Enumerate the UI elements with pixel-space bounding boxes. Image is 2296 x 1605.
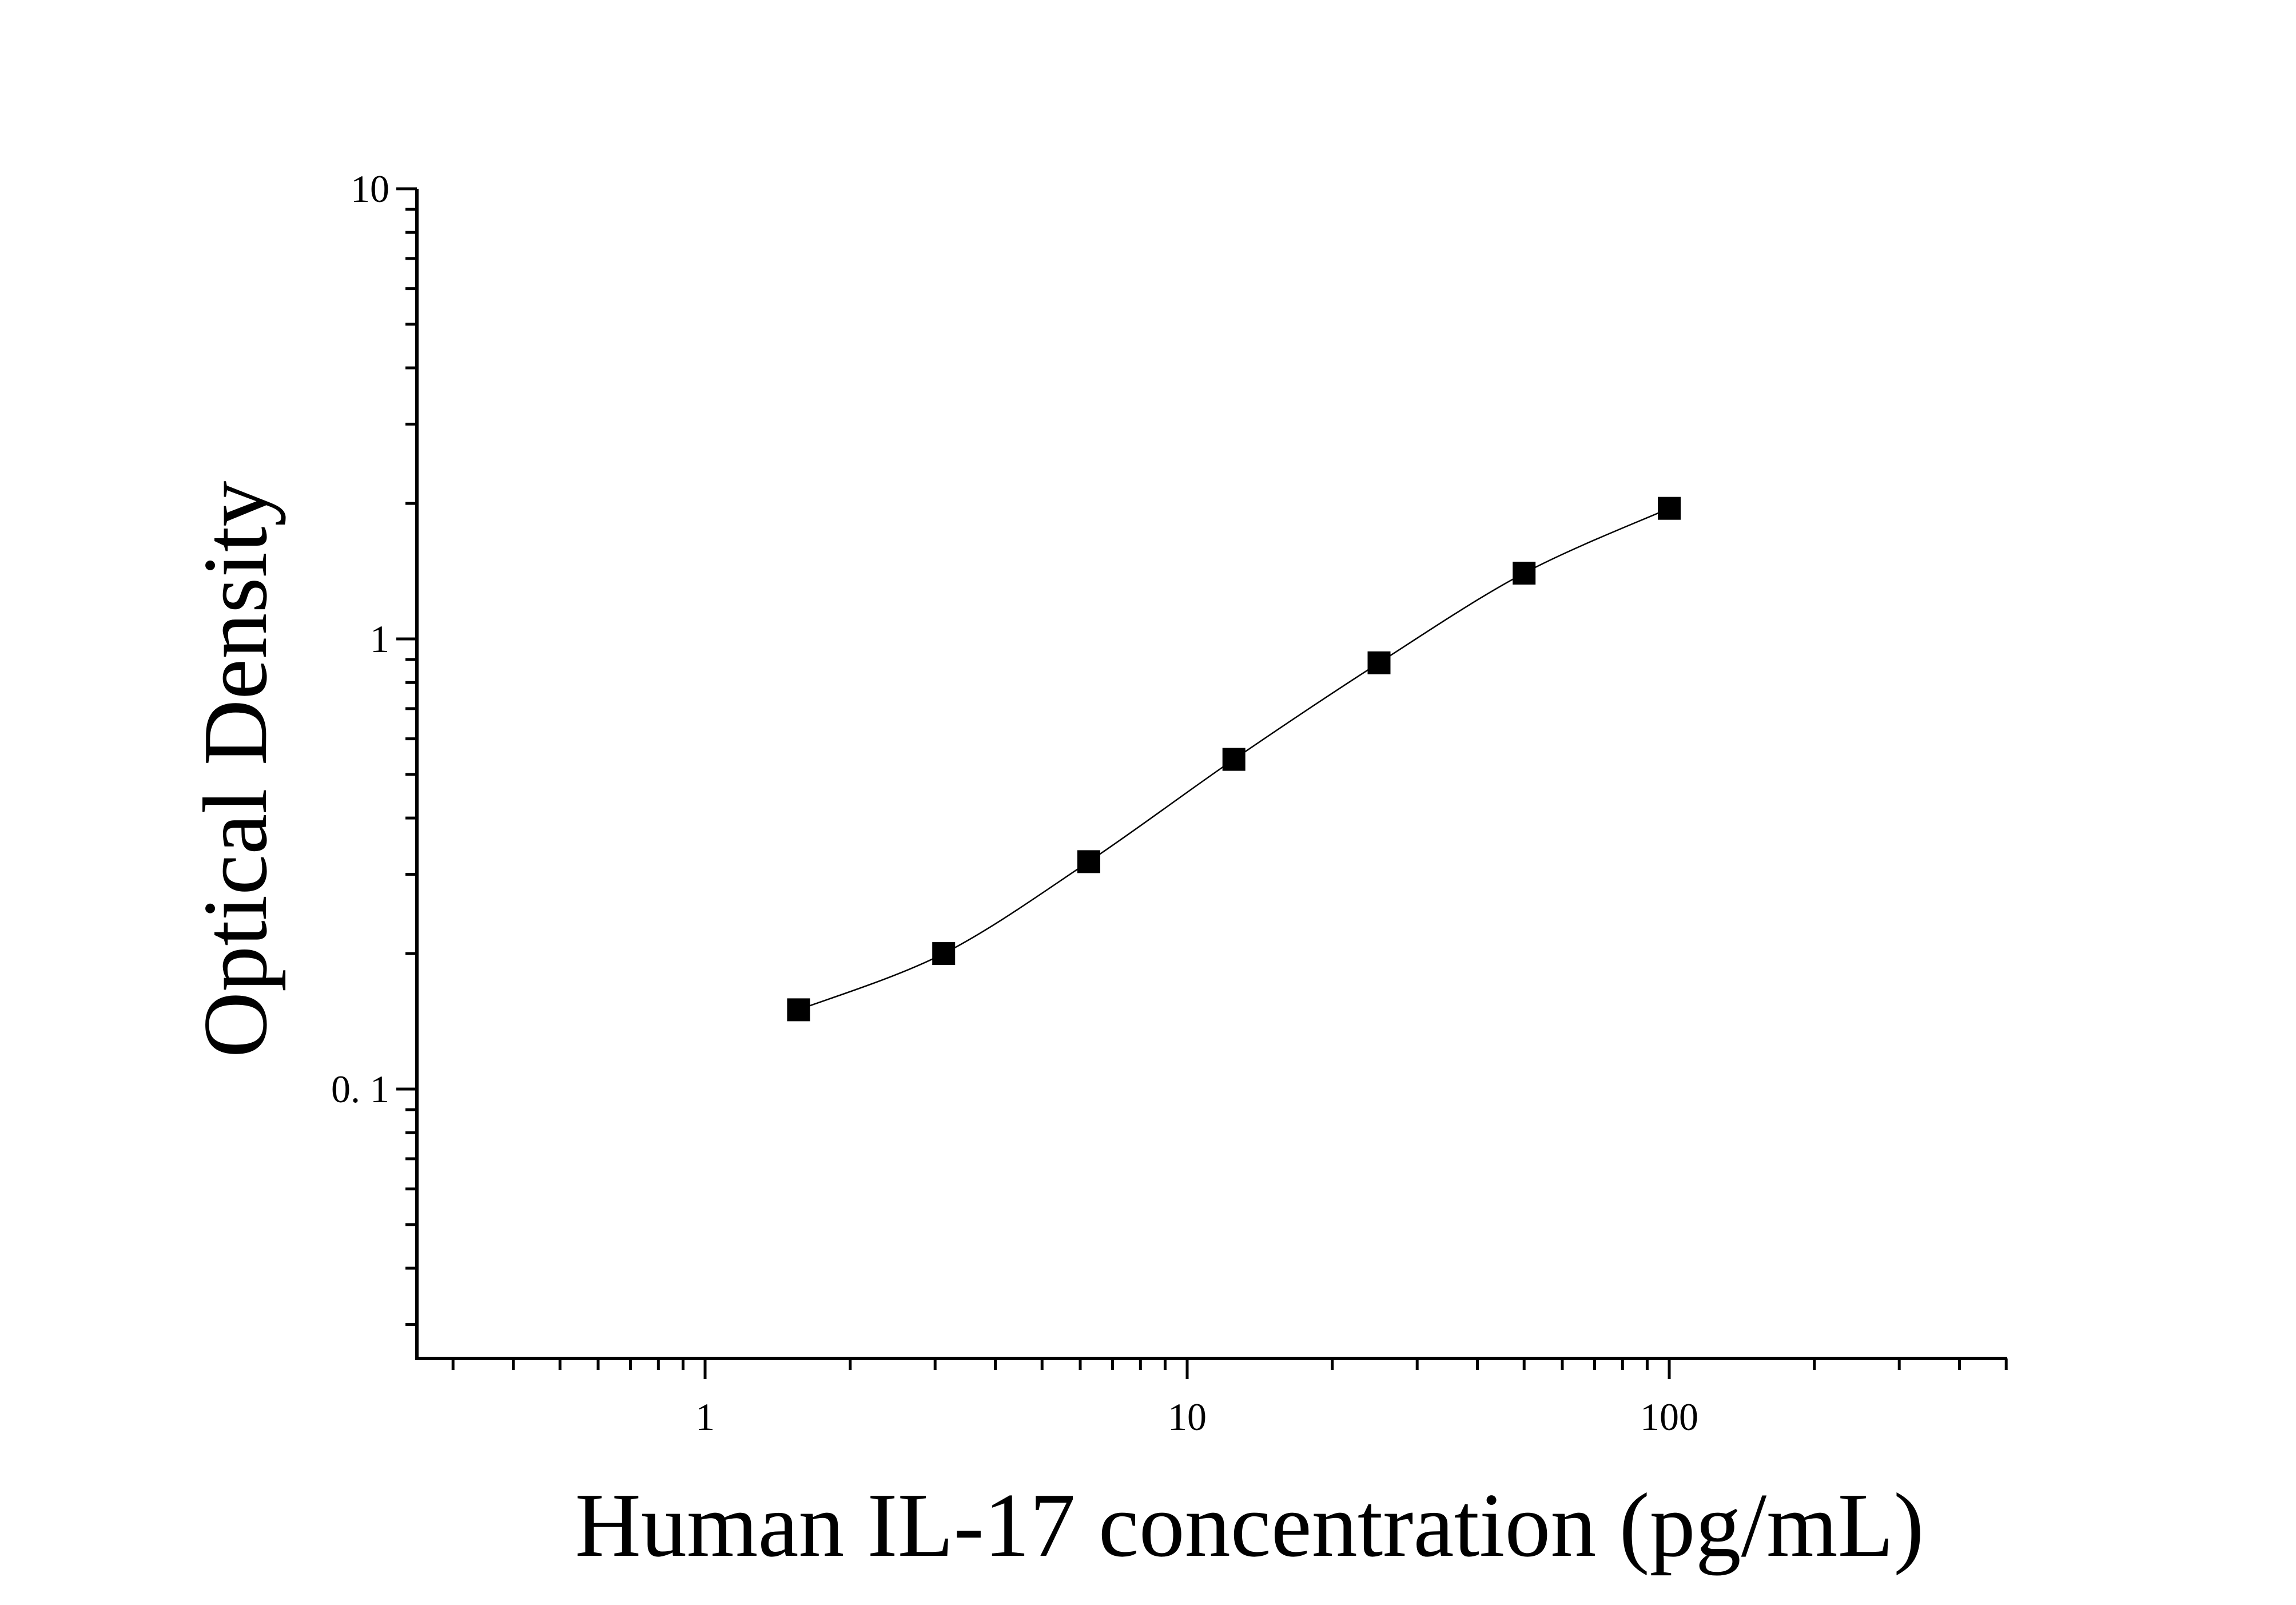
x-axis-tick-labels: 1 10 100: [695, 1395, 1698, 1439]
data-point-7: [1658, 496, 1681, 520]
data-point-6: [1513, 562, 1536, 585]
data-point-3: [1077, 850, 1100, 873]
y-tick-label-10: 10: [351, 167, 389, 210]
x-axis-ticks: [451, 1358, 2008, 1379]
x-axis-title: Human IL-17 concentration (pg/mL): [575, 1474, 1924, 1576]
data-points: [787, 496, 1681, 1022]
data-point-5: [1367, 651, 1391, 674]
y-axis-title: Optical Density: [184, 481, 286, 1058]
y-tick-label-1: 1: [370, 617, 389, 661]
x-tick-label-1: 1: [695, 1395, 715, 1439]
data-point-1: [787, 998, 810, 1022]
y-axis-ticks: [396, 187, 417, 1326]
y-axis-tick-labels: 10 1 0. 1: [331, 167, 389, 1111]
x-tick-label-100: 100: [1640, 1395, 1698, 1439]
data-point-2: [932, 942, 956, 966]
plot-area: [787, 496, 1681, 1022]
data-point-4: [1222, 748, 1246, 771]
y-tick-label-0-1: 0. 1: [331, 1067, 389, 1111]
x-tick-label-10: 10: [1168, 1395, 1207, 1439]
axes: 10 1 0. 1 1 10 100 Human IL-17 concentra…: [184, 167, 2008, 1576]
